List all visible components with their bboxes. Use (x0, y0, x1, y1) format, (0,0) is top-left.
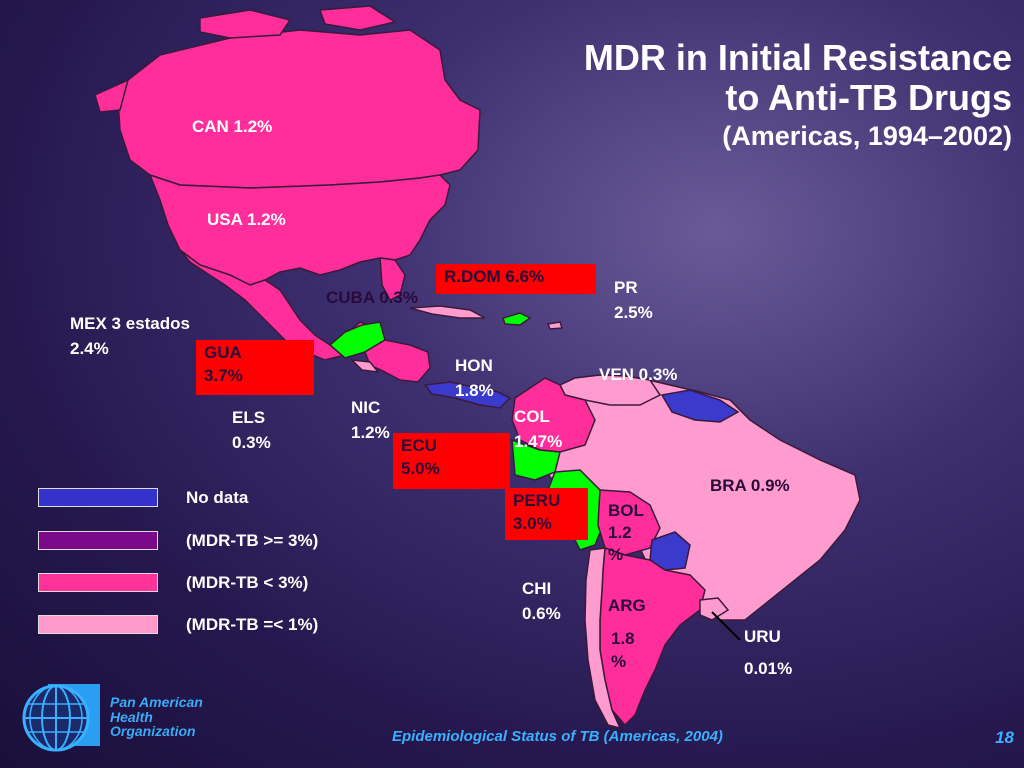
dominican-region (502, 312, 532, 326)
legend-item: (MDR-TB =< 1%) (38, 614, 318, 635)
title-line-3: (Americas, 1994–2002) (722, 120, 1012, 151)
org-line-3: Organization (110, 723, 196, 740)
label-col-name: COL (514, 407, 550, 426)
label-rdom: R.DOM 6.6% (444, 267, 545, 286)
title-line-1: MDR in Initial Resistance (583, 37, 1012, 78)
el-salvador-region (349, 359, 380, 373)
label-pr-value: 2.5% (614, 302, 653, 322)
canada-islands (94, 5, 397, 113)
label-peru-box: PERU 3.0% (505, 488, 588, 540)
central-america-region (364, 339, 431, 383)
label-bol: BOL 1.2 % (608, 500, 644, 565)
canada-region (117, 29, 481, 189)
org-line-1: Pan American (110, 694, 203, 710)
bolivia-region (597, 489, 661, 556)
label-hon-name: HON (455, 356, 493, 375)
title-line-2: to Anti-TB Drugs (725, 77, 1012, 119)
org-line-2: Health (110, 708, 153, 725)
label-pr: PR 2.5% (614, 276, 653, 325)
globe-logo-icon (22, 684, 100, 752)
label-ecu-name: ECU (401, 436, 437, 455)
usa-region (148, 173, 451, 286)
cuba-region (409, 305, 486, 319)
label-peru-value: 3.0% (513, 513, 552, 533)
label-arg-value: 1.8 % (611, 628, 635, 674)
colombia-region (511, 377, 596, 453)
label-ven: VEN 0.3% (599, 365, 678, 384)
puerto-rico-region (546, 321, 564, 330)
mexico-region (179, 249, 372, 361)
legend-item: No data (38, 487, 318, 508)
label-uru-value: 0.01% (744, 659, 793, 679)
uruguay-region (699, 597, 730, 621)
guatemala-region (328, 321, 386, 359)
label-pr-name: PR (614, 278, 638, 297)
label-bol-value-2: % (608, 544, 624, 564)
label-els-name: ELS (232, 408, 266, 427)
label-hon: HON 1.8% (455, 354, 494, 403)
label-arg-name: ARG (608, 596, 646, 615)
label-bol-value-1: 1.2 (608, 522, 632, 542)
label-mex: MEX 3 estados 2.4% (70, 312, 190, 361)
label-ecu-box: ECU 5.0% (393, 433, 510, 489)
map-legend: No data (MDR-TB >= 3%) (MDR-TB < 3%) (MD… (38, 487, 318, 635)
legend-swatch-high (38, 531, 158, 550)
legend-swatch-low (38, 615, 158, 634)
uruguay-pointer (711, 611, 741, 641)
florida (379, 257, 406, 301)
chile-region (584, 547, 622, 730)
organization-name: Pan American Health Organization (110, 695, 203, 739)
label-peru-name: PERU (513, 491, 561, 510)
legend-swatch-mid (38, 573, 158, 592)
page-number: 18 (995, 728, 1014, 747)
legend-label: No data (186, 487, 249, 507)
label-col: COL 1.47% (514, 405, 562, 454)
label-uru-name: URU (744, 627, 781, 646)
label-usa: USA 1.2% (207, 210, 286, 229)
label-chi-name: CHI (522, 579, 552, 598)
label-mex-value: 2.4% (70, 338, 109, 358)
label-bol-name: BOL (608, 501, 644, 520)
legend-swatch-nodata (38, 488, 158, 507)
label-cuba: CUBA 0.3% (326, 288, 418, 307)
label-ecu-value: 5.0% (401, 458, 440, 478)
label-col-value: 1.47% (514, 431, 563, 451)
label-hon-value: 1.8% (455, 380, 494, 400)
label-arg-value-1: 1.8 (611, 629, 635, 648)
label-chi-value: 0.6% (522, 603, 561, 623)
legend-item: (MDR-TB >= 3%) (38, 530, 318, 551)
legend-label: (MDR-TB >= 3%) (186, 530, 319, 550)
label-nic-name: NIC (351, 398, 381, 417)
legend-label: (MDR-TB =< 1%) (186, 614, 319, 634)
label-bra: BRA 0.9% (710, 476, 790, 495)
guianas-region (660, 389, 740, 423)
label-gua-name: GUA (204, 343, 242, 362)
label-chi: CHI 0.6% (522, 577, 561, 626)
label-arg-value-2: % (611, 651, 627, 671)
label-mex-name: MEX 3 estados (70, 314, 190, 333)
label-els: ELS 0.3% (232, 406, 271, 455)
label-rdom-box: R.DOM 6.6% (436, 264, 596, 294)
label-can: CAN 1.2% (192, 117, 273, 136)
footer-source: Epidemiological Status of TB (Americas, … (392, 728, 723, 745)
label-uru: URU 0.01% (744, 621, 792, 686)
label-nic-value: 1.2% (351, 422, 390, 442)
label-els-value: 0.3% (232, 432, 271, 452)
legend-label: (MDR-TB < 3%) (186, 572, 309, 592)
slide-title: MDR in Initial Resistance to Anti-TB Dru… (583, 37, 1012, 151)
label-gua-value: 3.7% (204, 365, 243, 385)
label-gua-box: GUA 3.7% (196, 340, 314, 395)
label-nic: NIC 1.2% (351, 396, 390, 445)
nicaragua-panama-region (423, 381, 512, 409)
legend-item: (MDR-TB < 3%) (38, 572, 318, 593)
